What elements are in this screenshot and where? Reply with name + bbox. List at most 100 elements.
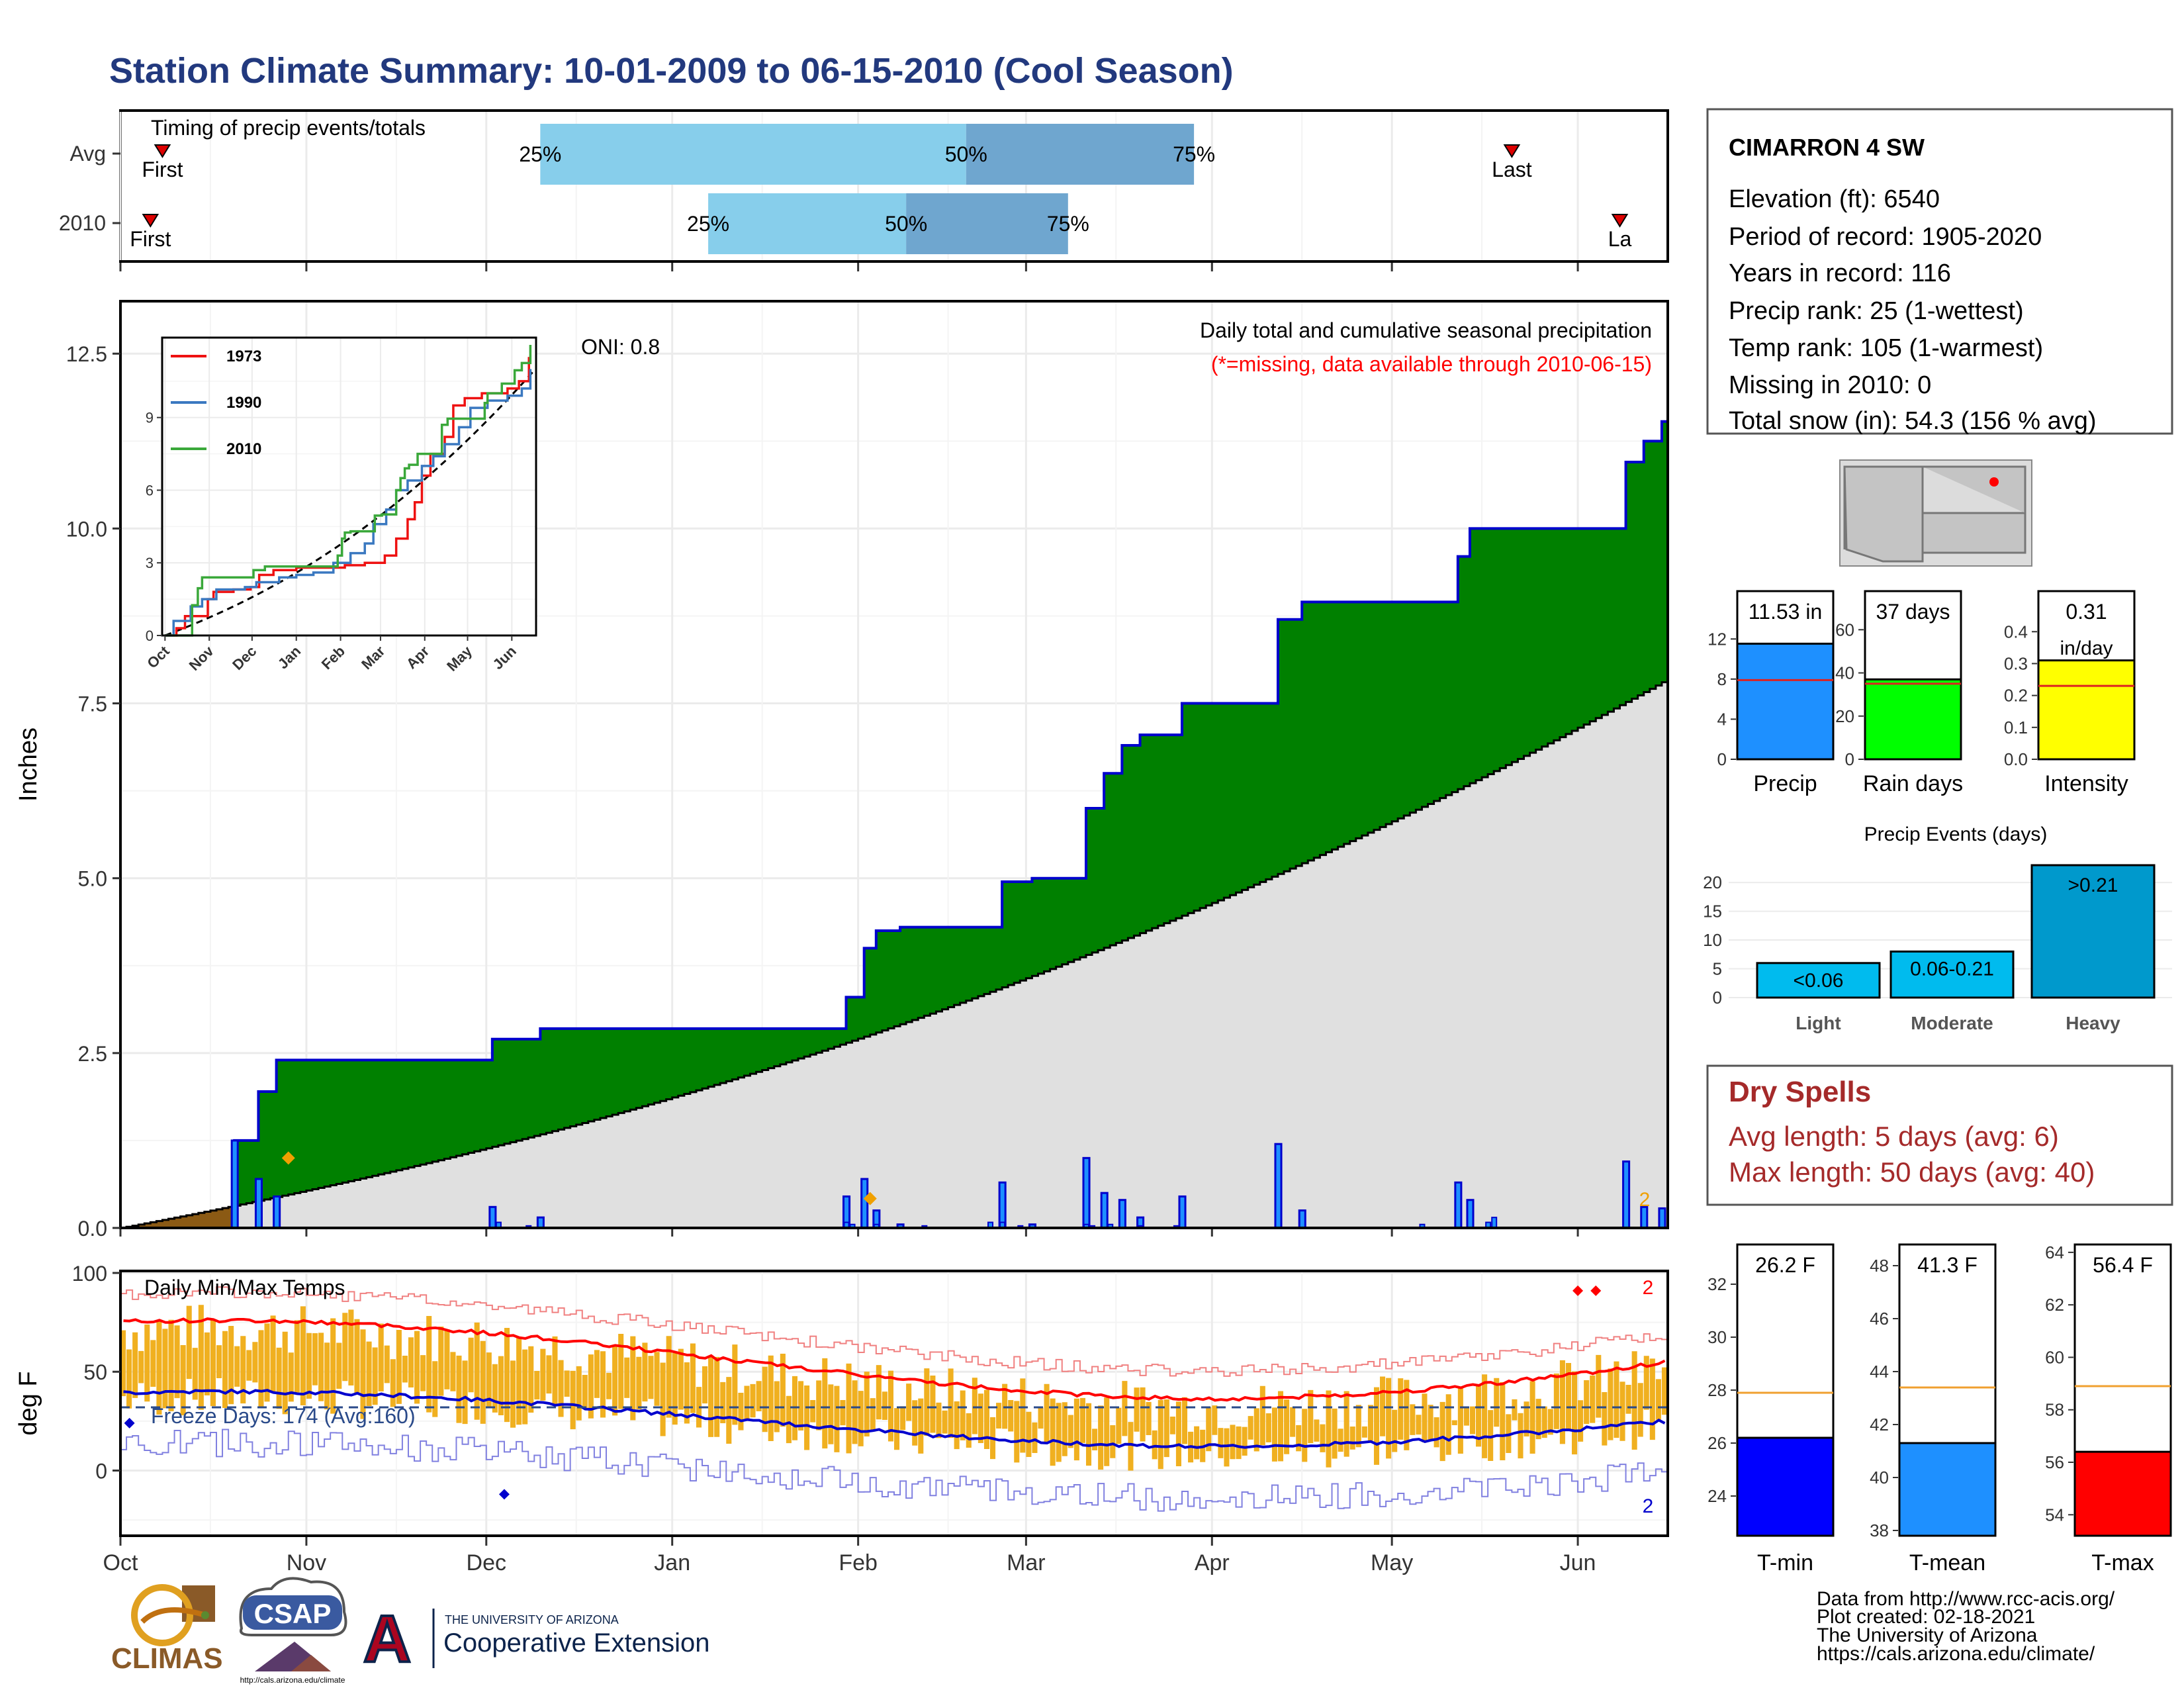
temp-count-bottom: 2 [1643,1495,1654,1517]
summary-precip-y-tick-label: 0 [1717,749,1727,769]
summary-rain-days-value-label: 37 days [1876,600,1950,624]
temp-summary-t-min-y-tick-label: 28 [1707,1380,1727,1400]
temp-y-tick-label: 0 [95,1459,107,1483]
precip-y-tick-label: 2.5 [78,1042,107,1066]
temp-summary-t-min-axis-label: T-min [1757,1550,1813,1575]
climas-logo: CLIMAS [111,1584,223,1675]
daily-precip-bar [273,1195,281,1229]
timing-bar-p25-p50 [708,193,907,254]
first-event-label: First [142,158,183,181]
summary-rain-days-y-tick-label: 20 [1835,706,1854,726]
footer-line: Data from http://www.rcc-acis.org/ [1817,1588,2115,1610]
timing-p75-label: 75% [1173,142,1215,166]
daily-precip-bar [1082,1156,1091,1229]
events-bar-label: 0.06-0.21 [1910,958,1994,980]
temp-summary-t-mean-bar [1898,1442,1997,1537]
temp-summary-t-min-y-tick-label: 32 [1707,1274,1727,1294]
daily-precip-bar [1118,1199,1126,1229]
temp-summary-t-min-y-tick-label: 24 [1707,1486,1727,1506]
month-tick-label: Feb [839,1550,878,1575]
temp-summary-t-min-y-tick-label: 30 [1707,1327,1727,1347]
temp-summary-t-max-y-tick-label: 64 [2045,1243,2064,1262]
temp-summary-t-mean-y-tick-label: 44 [1870,1362,1889,1382]
page-title: Station Climate Summary: 10-01-2009 to 0… [109,51,1234,91]
freeze-marker [124,1417,135,1429]
station-name: CIMARRON 4 SW [1729,134,1925,161]
summary-rain-days-bar [1864,678,1962,761]
csap-logo-text: CSAP [254,1598,332,1629]
inset-legend-label: 1973 [226,348,261,365]
timing-bars: 25% 50% 75% First Last 25% 50% 75% First La [130,124,1632,254]
temp-y-tick-label: 100 [72,1262,107,1286]
first-event-label: First [130,227,171,251]
inset-y-tick-label: 0 [146,628,154,644]
timing-axis-ticks [113,152,1579,271]
ua-logo-small: THE UNIVERSITY OF ARIZONA [445,1613,619,1626]
temp-summary-bar-charts: 24 26 28 30 32 26.2 F T-min 38 40 42 44 46 48 41.3 F T… [1707,1243,2172,1575]
record-high-marker [1590,1285,1602,1296]
record-min-line [120,1429,1668,1512]
temp-count-top: 2 [1643,1277,1654,1299]
month-tick-label: Oct [103,1550,138,1575]
events-y-tick-label: 20 [1703,872,1722,892]
daily-precip-bar [1274,1143,1283,1229]
dry-spells-avg: Avg length: 5 days (avg: 6) [1729,1121,2059,1152]
daily-precip-bar [1491,1217,1498,1229]
timing-p75-label: 75% [1047,212,1089,236]
temp-summary-t-min-value-label: 26.2 F [1755,1253,1815,1277]
precip-y-tick-label: 0.0 [78,1217,107,1241]
missing-note: (*=missing, data available through 2010-… [1211,352,1652,376]
summary-rain-days-axis-label: Rain days [1863,771,1963,796]
first-event-marker [142,214,159,228]
temp-summary-t-mean-y-tick-label: 38 [1870,1521,1889,1540]
month-tick-label: Nov [287,1550,326,1575]
summary-precip-y-tick-label: 4 [1717,709,1727,729]
station-line: Years in record: 116 [1729,259,1951,287]
timing-p50-label: 50% [885,212,927,236]
month-tick-label: Mar [1007,1550,1046,1575]
record-max-line [120,1286,1668,1377]
observed-cumulative-line [120,420,1668,1229]
events-x-label: Light [1796,1013,1841,1033]
timing-bar-p50-p75 [906,193,1068,254]
footer-line: Plot created: 02-18-2021 [1817,1606,2035,1628]
timing-p25-label: 25% [687,212,729,236]
inset-y-tick-label: 3 [146,555,154,571]
summary-precip-axis-label: Precip [1753,771,1817,796]
events-x-label: Moderate [1911,1013,1993,1033]
month-tick-label: Apr [1195,1550,1230,1575]
inset-avg-line [164,371,534,637]
summary-rain-days-y-tick-label: 0 [1845,749,1854,769]
station-line: Period of record: 1905-2020 [1729,223,2042,251]
record-low-marker [498,1489,510,1500]
events-bar [1889,950,2015,999]
ua-logo-big: Cooperative Extension [443,1628,709,1658]
events-y-tick-label: 15 [1703,902,1722,921]
last-event-marker [1503,144,1521,158]
month-tick-label: May [1371,1550,1413,1575]
events-bar [1756,962,1881,999]
freeze-days-label: Freeze Days: 174 (Avg:160) [151,1404,416,1428]
csap-logo-url: http://cals.arizona.edu/climate [240,1675,345,1685]
precip-areas [120,420,1668,1229]
inset-gridlines [162,338,536,636]
precip-y-tick-label: 12.5 [66,342,107,366]
temp-summary-t-min-bar [1736,1436,1835,1537]
locator-map [1839,459,2032,567]
above-average-area [120,421,1668,1228]
temp-y-tick-label: 50 [83,1360,107,1384]
temp-summary-t-min-y-tick-label: 26 [1707,1433,1727,1453]
events-y-tick-label: 10 [1703,930,1722,950]
summary-precip-y-tick-label: 12 [1707,629,1727,649]
month-tick-label: Jun [1560,1550,1596,1575]
temp-panel: 0 50 100 deg F Daily Min/Max Temps Freeze … [15,1229,1669,1575]
timing-panel-title: Timing of precip events/totals [151,116,426,140]
inset-legend-label: 2010 [226,440,261,458]
summary-intensity-y-tick-label: 0.3 [2004,653,2028,673]
dry-spells-title: Dry Spells [1729,1076,1871,1108]
temp-summary-t-max-axis-label: T-max [2091,1550,2154,1575]
avg-max-line [123,1317,1666,1402]
daily-precip-bar [1178,1195,1187,1229]
